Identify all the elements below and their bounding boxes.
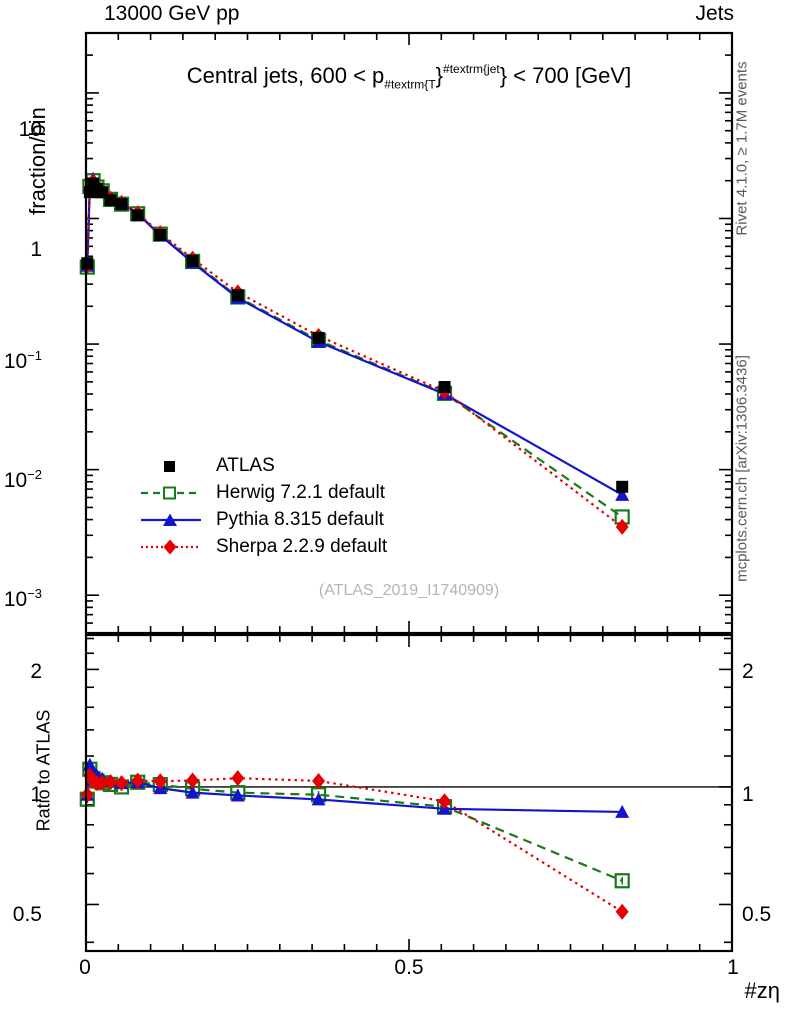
beam-energy-label: 13000 GeV pp [104, 2, 240, 25]
plot-title-sup: #textrm{jet [443, 62, 500, 76]
y-tick-label-ratio-l-2: 2 [30, 660, 42, 683]
x-tick-label-1: 1 [727, 956, 739, 979]
analysis-id-watermark: (ATLAS_2019_I1740909) [318, 582, 500, 599]
legend-marker-pythia-icon [140, 510, 202, 530]
analysis-category-label: Jets [695, 2, 734, 25]
legend-row-1[interactable]: Herwig 7.2.1 default [140, 479, 387, 506]
y-tick-label-ratio-l-05: 0.5 [12, 903, 42, 926]
x-axis-title: #zη [744, 978, 780, 1003]
legend-row-3[interactable]: Sherpa 2.2.9 default [140, 533, 387, 560]
y-tick-label-ratio-r-1: 1 [742, 783, 754, 806]
plot-title: Central jets, 600 < p#textrm{T}#textrm{j… [85, 62, 733, 92]
legend-row-0[interactable]: ATLAS [140, 452, 387, 479]
legend-label-3: Sherpa 2.2.9 default [216, 535, 388, 557]
y-tick-label-main-2: 10−1 [3, 348, 42, 373]
legend-marker-herwig-icon [140, 483, 202, 503]
plot-title-sub: #textrm{T [384, 77, 436, 92]
y-tick-label-main-4: 10−3 [3, 586, 42, 611]
x-tick-label-05: 0.5 [394, 956, 424, 979]
plot-title-brace1: } [435, 63, 444, 89]
y-tick-label-main-1: 1 [30, 238, 42, 261]
legend-label-0: ATLAS [216, 454, 275, 476]
legend-marker-sherpa-icon [140, 537, 202, 557]
plot-title-brace2: } < 700 [GeV] [499, 63, 632, 89]
y-tick-label-ratio-l-1: 1 [30, 783, 42, 806]
legend-row-2[interactable]: Pythia 8.315 default [140, 506, 387, 533]
y-tick-label-ratio-r-2: 2 [742, 660, 754, 683]
y-tick-label-main-3: 10−2 [3, 467, 42, 492]
legend-label-2: Pythia 8.315 default [216, 508, 384, 530]
y-tick-label-main-0: 10 [18, 118, 42, 141]
plot-title-pre: Central jets, 600 < p [186, 63, 385, 89]
y-tick-label-ratio-r-05: 0.5 [742, 903, 772, 926]
legend-marker-atlas-icon [140, 456, 202, 476]
legend-label-1: Herwig 7.2.1 default [216, 481, 385, 503]
plot-legend: ATLAS Herwig 7.2.1 default Pythia 8.315 … [140, 452, 387, 560]
x-tick-label-0: 0 [79, 956, 91, 979]
